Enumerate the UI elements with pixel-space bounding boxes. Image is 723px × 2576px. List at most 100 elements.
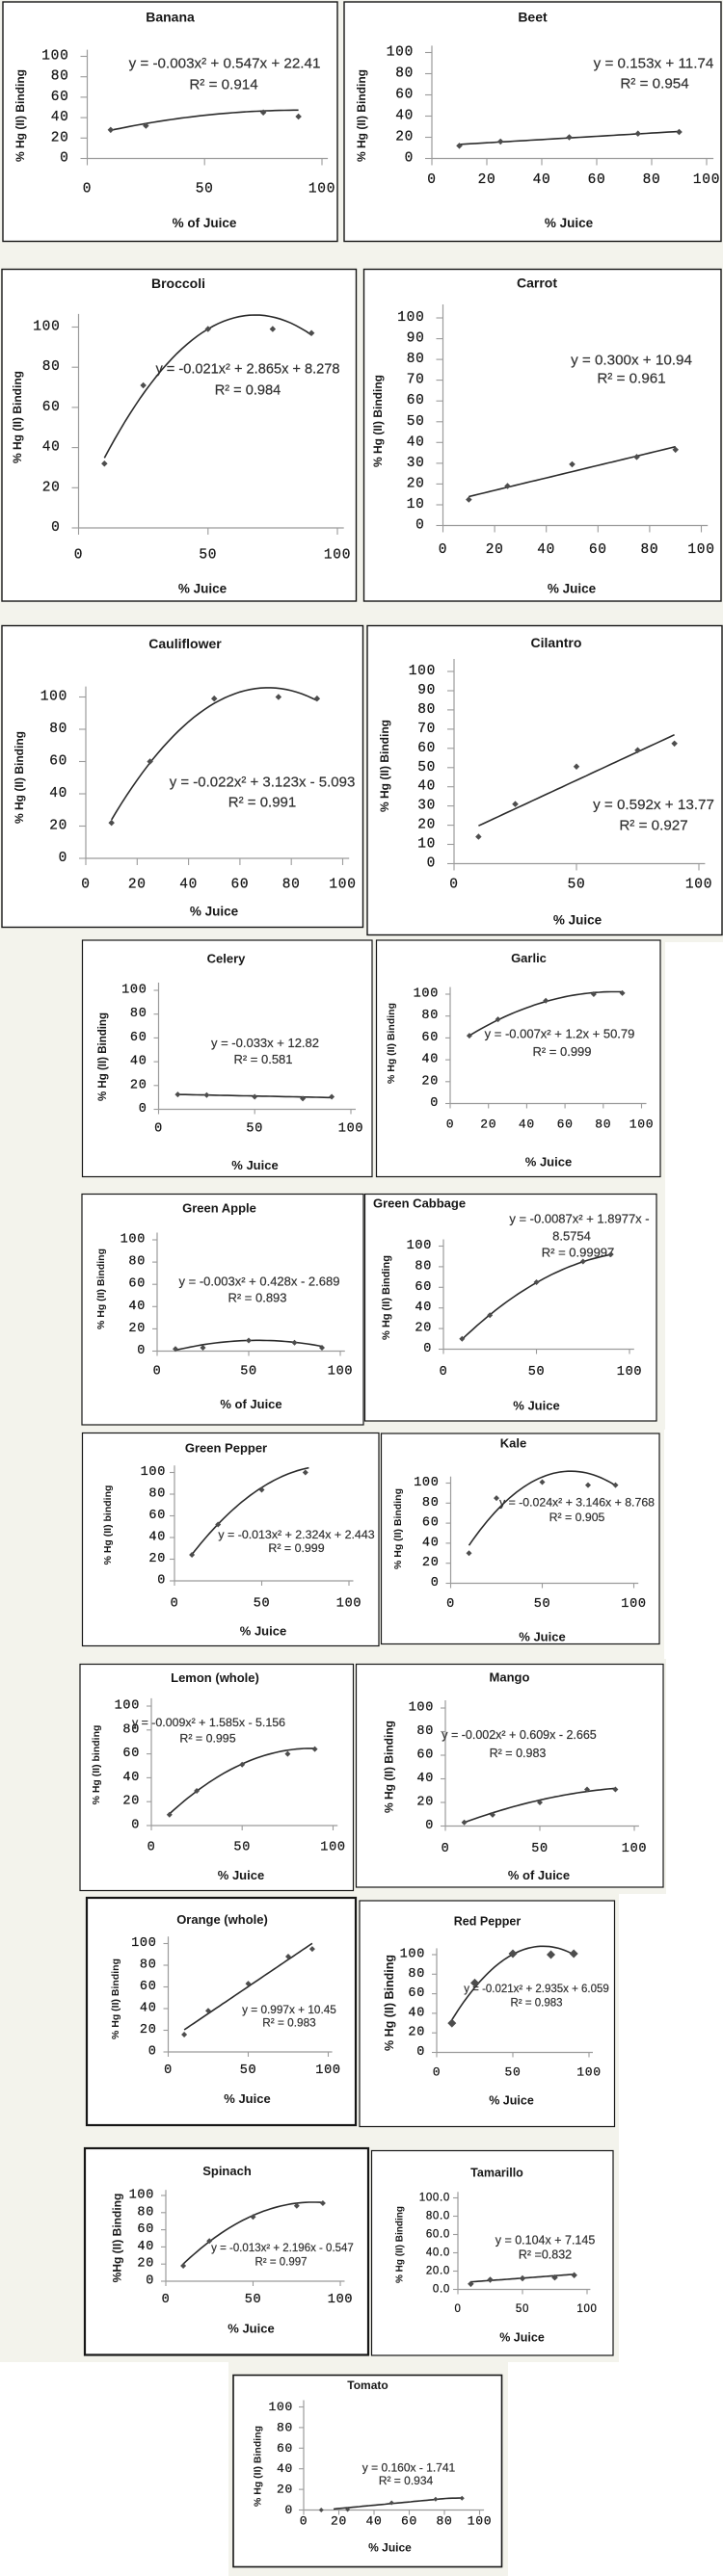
- svg-text:40: 40: [415, 1301, 432, 1315]
- svg-text:100: 100: [409, 664, 436, 679]
- svg-text:20: 20: [417, 818, 436, 833]
- svg-text:60: 60: [230, 878, 249, 893]
- svg-text:80: 80: [140, 1958, 157, 1973]
- svg-text:0: 0: [154, 1122, 163, 1137]
- svg-text:0: 0: [137, 1344, 146, 1358]
- svg-text:60: 60: [557, 1117, 574, 1132]
- svg-text:Carrot: Carrot: [517, 276, 557, 291]
- svg-text:% Juice: % Juice: [224, 2091, 270, 2106]
- svg-text:50: 50: [528, 1365, 546, 1380]
- svg-text:0: 0: [164, 2063, 173, 2078]
- svg-text:y = -0.033x + 12.82: y = -0.033x + 12.82: [211, 1036, 319, 1050]
- svg-text:50: 50: [407, 414, 425, 430]
- svg-text:0: 0: [131, 1819, 140, 1833]
- svg-text:10: 10: [407, 497, 425, 513]
- svg-text:80: 80: [137, 2205, 154, 2220]
- svg-text:50: 50: [568, 878, 586, 893]
- svg-text:100: 100: [400, 1948, 425, 1962]
- svg-text:70: 70: [417, 722, 436, 737]
- svg-text:y = -0.0087x² + 1.8977x -: y = -0.0087x² + 1.8977x -: [509, 1212, 649, 1226]
- svg-text:0: 0: [415, 518, 424, 534]
- svg-text:% of Juice: % of Juice: [508, 1868, 570, 1882]
- svg-text:y = 0.104x + 7.145: y = 0.104x + 7.145: [495, 2234, 596, 2247]
- svg-text:% Hg (II) binding: % Hg (II) binding: [91, 1725, 102, 1805]
- svg-text:% Juice: % Juice: [218, 1868, 264, 1882]
- svg-text:40: 40: [407, 434, 425, 450]
- svg-text:8.5754: 8.5754: [552, 1229, 591, 1244]
- svg-text:20: 20: [51, 130, 69, 145]
- svg-text:100: 100: [622, 1842, 647, 1856]
- svg-text:R² = 0.983: R² = 0.983: [490, 1747, 547, 1760]
- svg-text:% Hg (II) Binding: % Hg (II) Binding: [11, 371, 24, 463]
- svg-text:50: 50: [233, 1841, 251, 1855]
- svg-text:80.0: 80.0: [426, 2211, 450, 2222]
- svg-text:60: 60: [130, 1031, 147, 1045]
- svg-text:% Hg (II) Binding: % Hg (II) Binding: [110, 1958, 121, 2039]
- svg-text:80: 80: [130, 1007, 147, 1021]
- svg-text:0: 0: [148, 2045, 157, 2060]
- svg-text:60: 60: [401, 2514, 417, 2529]
- svg-text:100: 100: [621, 1597, 646, 1612]
- svg-text:100: 100: [120, 1233, 146, 1248]
- svg-text:Broccoli: Broccoli: [151, 276, 205, 291]
- svg-text:20: 20: [478, 172, 496, 188]
- svg-text:50: 50: [199, 548, 217, 564]
- svg-text:% of Juice: % of Juice: [220, 1397, 281, 1411]
- svg-text:R² = 0.954: R² = 0.954: [620, 76, 688, 92]
- svg-text:% Hg (II) Binding: % Hg (II) Binding: [381, 1255, 392, 1340]
- svg-text:100: 100: [576, 2065, 602, 2080]
- svg-text:60: 60: [422, 1516, 440, 1531]
- svg-text:0: 0: [162, 2293, 171, 2307]
- svg-text:y = -0.002x² + 0.609x - 2.665: y = -0.002x² + 0.609x - 2.665: [442, 1728, 597, 1742]
- svg-text:40: 40: [42, 440, 61, 456]
- svg-text:20: 20: [128, 1322, 146, 1336]
- svg-text:y = -0.013x² + 2.324x + 2.443: y = -0.013x² + 2.324x + 2.443: [218, 1528, 374, 1541]
- svg-text:80: 80: [640, 542, 658, 558]
- svg-text:50: 50: [240, 2063, 257, 2078]
- svg-text:0: 0: [83, 182, 92, 197]
- svg-text:y = -0.022x² + 3.123x - 5.093: y = -0.022x² + 3.123x - 5.093: [170, 775, 356, 791]
- svg-text:Banana: Banana: [146, 10, 195, 25]
- svg-text:% Juice: % Juice: [178, 582, 228, 596]
- svg-text:0: 0: [416, 2045, 425, 2060]
- svg-text:% Hg (II) Binding: % Hg (II) Binding: [355, 69, 368, 162]
- svg-text:80: 80: [408, 1967, 425, 1982]
- svg-text:30: 30: [417, 799, 436, 814]
- svg-text:0: 0: [425, 1819, 434, 1833]
- svg-text:Green Pepper: Green Pepper: [185, 1441, 267, 1456]
- svg-text:% Juice: % Juice: [240, 1624, 286, 1639]
- svg-text:60: 60: [417, 741, 436, 756]
- svg-text:100: 100: [617, 1365, 642, 1380]
- svg-text:% Hg (II) Binding: % Hg (II) Binding: [378, 720, 391, 812]
- svg-text:R² = 0.983: R² = 0.983: [510, 1998, 562, 2010]
- svg-text:60: 60: [416, 1748, 434, 1763]
- svg-text:90: 90: [417, 683, 436, 698]
- svg-text:100: 100: [576, 2303, 597, 2315]
- svg-text:y = -0.024x² + 3.146x + 8.768: y = -0.024x² + 3.146x + 8.768: [499, 1496, 655, 1510]
- svg-text:y = -0.003x² + 0.428x - 2.689: y = -0.003x² + 0.428x - 2.689: [179, 1275, 340, 1289]
- svg-text:Beet: Beet: [518, 10, 548, 25]
- svg-text:20: 20: [415, 1322, 432, 1336]
- svg-text:20: 20: [42, 480, 61, 495]
- svg-text:80: 80: [148, 1487, 166, 1502]
- svg-text:R² = 0.914: R² = 0.914: [189, 77, 257, 93]
- svg-text:0: 0: [300, 2514, 308, 2529]
- svg-text:20: 20: [130, 1078, 147, 1092]
- svg-text:y = -0.021x² + 2.865x + 8.278: y = -0.021x² + 2.865x + 8.278: [155, 362, 339, 378]
- svg-text:80: 80: [421, 1009, 439, 1023]
- svg-text:100: 100: [693, 172, 720, 188]
- svg-text:y = 0.300x + 10.94: y = 0.300x + 10.94: [571, 353, 692, 369]
- svg-text:% Hg (II) Binding: % Hg (II) Binding: [386, 1003, 397, 1084]
- svg-text:R² = 0.893: R² = 0.893: [228, 1291, 286, 1305]
- svg-text:20: 20: [408, 2026, 425, 2040]
- svg-text:40: 40: [122, 1771, 140, 1785]
- svg-text:40: 40: [140, 2002, 157, 2016]
- svg-text:60: 60: [42, 400, 61, 415]
- svg-text:% Juice: % Juice: [513, 1399, 559, 1413]
- svg-text:30: 30: [407, 456, 425, 471]
- svg-text:0: 0: [147, 1841, 156, 1855]
- svg-text:y = 0.153x + 11.74: y = 0.153x + 11.74: [594, 56, 714, 72]
- svg-text:0: 0: [139, 1102, 147, 1117]
- svg-text:0: 0: [423, 1342, 432, 1356]
- svg-text:40: 40: [519, 1117, 535, 1132]
